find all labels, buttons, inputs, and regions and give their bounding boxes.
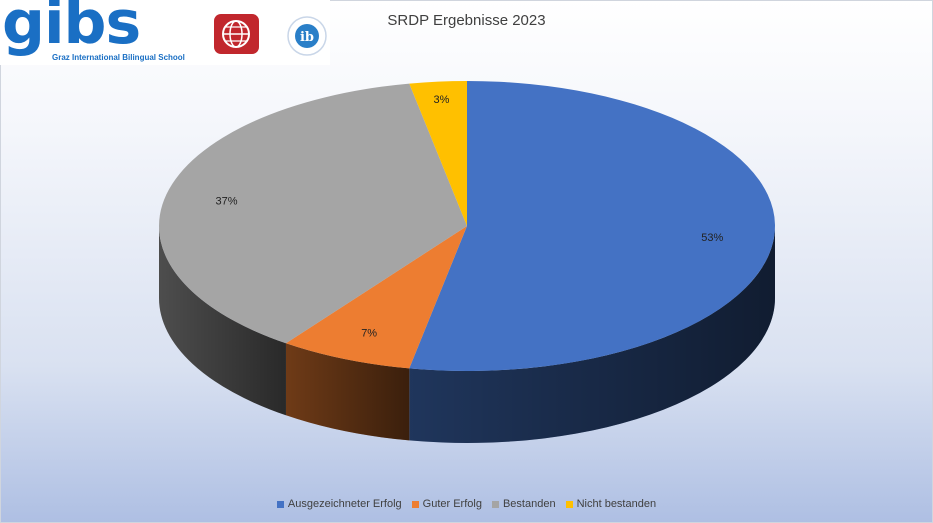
- legend-item-guter-erfolg: Guter Erfolg: [411, 498, 482, 510]
- legend-item-nicht-bestanden: Nicht bestanden: [565, 498, 657, 510]
- data-label-guter-erfolg: 7%: [361, 327, 377, 339]
- globe-logo-icon: [214, 14, 259, 54]
- pie-slice-nicht-bestanden: [409, 81, 467, 226]
- pie-slice-guter-erfolg: [285, 226, 467, 369]
- legend-swatch-guter-erfolg: [411, 500, 419, 508]
- legend-swatch-ausgezeichneter-erfolg: [276, 500, 284, 508]
- legend-label-bestanden: Bestanden: [502, 498, 556, 510]
- chart-title: SRDP Ergebnisse 2023: [387, 12, 546, 29]
- gibs-wordmark: gibs: [2, 0, 141, 58]
- ib-mark-text: ib: [300, 30, 314, 45]
- legend-item-bestanden: Bestanden: [491, 498, 556, 510]
- pie-side-shade-bestanden: [159, 226, 286, 416]
- pie-side-shade-guter-erfolg: [285, 343, 410, 441]
- legend-swatch-bestanden: [491, 500, 499, 508]
- chart-legend: Ausgezeichneter Erfolg Guter Erfolg Bestan…: [0, 498, 933, 510]
- pie-side-shade-ausgezeichneter-erfolg: [409, 226, 775, 443]
- data-label-ausgezeichneter-erfolg: 53%: [701, 232, 723, 244]
- gibs-subtitle: Graz International Bilingual School: [52, 53, 185, 62]
- legend-label-nicht-bestanden: Nicht bestanden: [576, 498, 657, 510]
- pie-slice-bestanden: [159, 83, 467, 344]
- data-label-bestanden: 37%: [216, 196, 238, 208]
- ib-logo-icon: ib: [287, 16, 327, 56]
- legend-swatch-nicht-bestanden: [565, 500, 573, 508]
- pie-slice-ausgezeichneter-erfolg: [409, 81, 776, 371]
- gibs-logo: gibs Graz International Bilingual School…: [0, 0, 330, 65]
- data-label-nicht-bestanden: 3%: [434, 94, 450, 106]
- legend-item-ausgezeichneter-erfolg: Ausgezeichneter Erfolg: [276, 498, 402, 510]
- legend-label-ausgezeichneter-erfolg: Ausgezeichneter Erfolg: [287, 498, 402, 510]
- legend-label-guter-erfolg: Guter Erfolg: [422, 498, 482, 510]
